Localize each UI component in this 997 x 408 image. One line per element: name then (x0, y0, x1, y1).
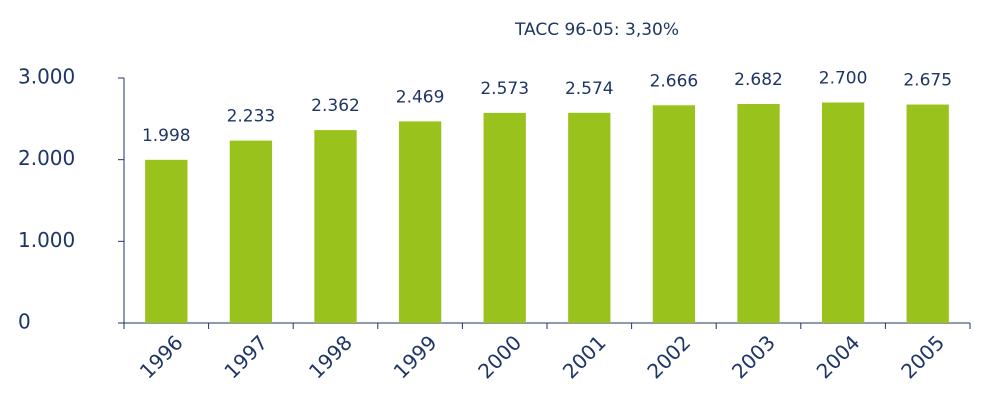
data-label: 2.574 (565, 79, 614, 99)
data-label: 1.998 (142, 126, 191, 146)
x-tick-label: 2005 (896, 330, 949, 383)
bar (821, 102, 865, 323)
bar (398, 121, 442, 324)
y-tick-label: 0 (18, 310, 31, 334)
x-tick-label: 2003 (727, 330, 780, 383)
y-tick-label: 1.000 (18, 228, 75, 252)
data-label: 2.469 (396, 87, 445, 107)
chart-subtitle: TACC 96-05: 3,30% (514, 20, 679, 40)
bar (314, 130, 357, 323)
bar (483, 112, 526, 323)
y-tick-label: 2.000 (18, 146, 75, 170)
x-tick-label: 2001 (558, 330, 611, 383)
x-tick-label: 1996 (135, 330, 188, 383)
data-label: 2.700 (819, 69, 868, 89)
bar (906, 104, 949, 324)
x-tick-label: 1999 (389, 330, 442, 383)
data-label: 2.666 (650, 71, 699, 91)
bar (737, 103, 780, 323)
bar (652, 105, 696, 323)
data-label: 2.682 (734, 70, 783, 90)
y-tick-label: 3.000 (18, 65, 75, 89)
x-tick-label: 2000 (473, 330, 526, 383)
data-label: 2.362 (311, 96, 360, 116)
x-tick-label: 2004 (812, 330, 865, 383)
x-tick-label: 2002 (642, 330, 695, 383)
bar (568, 112, 611, 323)
data-label: 2.573 (480, 79, 529, 99)
x-tick-label: 1997 (219, 330, 272, 383)
data-label: 2.233 (227, 107, 276, 127)
data-label: 2.675 (903, 71, 952, 91)
x-tick-label: 1998 (304, 330, 357, 383)
bar (229, 140, 273, 323)
bar (145, 159, 188, 323)
